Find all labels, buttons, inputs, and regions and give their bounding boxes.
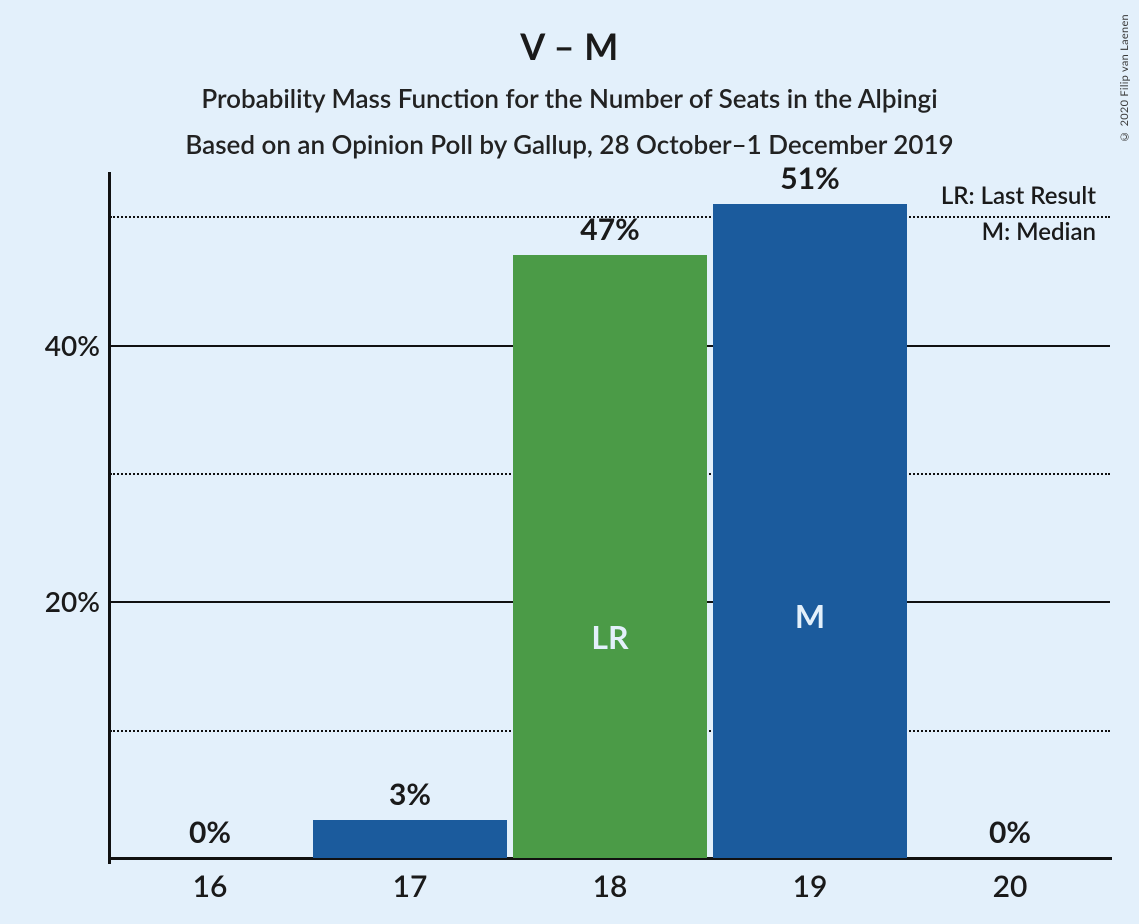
legend-m: M: Median <box>941 214 1096 250</box>
bar-value-label: 47% <box>580 211 639 247</box>
bar-value-label: 0% <box>989 814 1031 850</box>
plot-area: LR: Last Result M: Median 20%40%0%163%17… <box>110 178 1110 858</box>
bar <box>313 820 507 858</box>
x-tick-label: 17 <box>393 868 428 904</box>
legend: LR: Last Result M: Median <box>941 178 1096 250</box>
chart-subtitle-2: Based on an Opinion Poll by Gallup, 28 O… <box>0 114 1139 160</box>
bar-inner-label: M <box>795 596 825 635</box>
y-axis <box>108 172 111 864</box>
y-tick-label: 20% <box>45 584 100 618</box>
copyright-text: © 2020 Filip van Laenen <box>1118 14 1131 143</box>
bar-inner-label: LR <box>591 617 628 656</box>
bar-value-label: 3% <box>389 776 431 812</box>
bar: M <box>713 204 907 858</box>
bar: LR <box>513 255 707 858</box>
x-tick-label: 18 <box>593 868 628 904</box>
chart-title: V – M <box>0 0 1139 68</box>
y-tick-label: 40% <box>45 328 100 362</box>
x-tick-label: 19 <box>793 868 828 904</box>
x-tick-label: 16 <box>193 868 228 904</box>
bar-value-label: 0% <box>189 814 231 850</box>
chart-container: V – M Probability Mass Function for the … <box>0 0 1139 924</box>
bar-value-label: 51% <box>780 160 839 196</box>
x-tick-label: 20 <box>993 868 1028 904</box>
legend-lr: LR: Last Result <box>941 178 1096 214</box>
chart-subtitle-1: Probability Mass Function for the Number… <box>0 68 1139 114</box>
